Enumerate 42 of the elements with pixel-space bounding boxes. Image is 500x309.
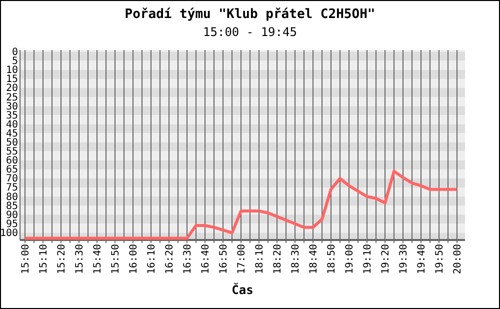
y-tick-label: 40 — [6, 119, 18, 130]
x-axis-title: Čas — [232, 282, 254, 297]
y-tick-label: 85 — [6, 200, 18, 212]
x-tick-label: 18:50 — [326, 244, 338, 274]
x-tick-label: 16:50 — [218, 244, 230, 274]
x-tick-label: 19:20 — [380, 244, 392, 274]
x-tick-label: 19:40 — [416, 244, 428, 274]
y-tick-label: 90 — [6, 210, 18, 221]
y-tick-label: 30 — [6, 101, 18, 112]
y-tick-label: 50 — [6, 137, 18, 148]
x-tick-label: 15:20 — [56, 244, 68, 274]
y-tick-label: 45 — [6, 128, 18, 140]
x-tick-label: 15:50 — [110, 244, 122, 274]
y-tick-label: 95 — [6, 218, 18, 230]
x-tick-label: 19:00 — [344, 244, 356, 274]
x-tick-label: 18:10 — [254, 244, 266, 274]
x-tick-label: 19:50 — [434, 244, 446, 274]
x-tick-label: 15:30 — [74, 244, 86, 274]
x-tick-label: 16:10 — [146, 244, 158, 274]
x-tick-label: 16:00 — [128, 244, 140, 274]
x-tick-label: 15:40 — [92, 244, 104, 274]
x-tick-label: 18:20 — [272, 244, 284, 274]
x-tick-label: 15:00 — [20, 244, 32, 274]
x-tick-label: 19:10 — [362, 244, 374, 274]
chart-subtitle: 15:00 - 19:45 — [203, 25, 297, 39]
x-tick-label: 17:00 — [236, 244, 248, 274]
y-tick-label: 20 — [6, 83, 18, 94]
x-tick-label: 20:00 — [452, 244, 464, 274]
line-series — [24, 170, 458, 240]
y-tick-label: 100 — [0, 228, 18, 239]
x-tick-label: 16:20 — [164, 244, 176, 274]
x-tick-label: 18:30 — [290, 244, 302, 274]
x-tick-label: 18:40 — [308, 244, 320, 274]
chart-title: Pořadí týmu "Klub přátel C2H5OH" — [124, 7, 376, 22]
x-tick-label: 15:10 — [38, 244, 50, 274]
y-tick-label: 80 — [6, 192, 18, 203]
y-tick-label: 25 — [6, 92, 18, 104]
x-tick-label: 16:30 — [182, 244, 194, 274]
x-tick-label: 19:30 — [398, 244, 410, 274]
x-tick-label: 16:40 — [200, 244, 212, 274]
y-tick-label: 75 — [6, 182, 18, 194]
y-tick-label: 35 — [6, 110, 18, 122]
